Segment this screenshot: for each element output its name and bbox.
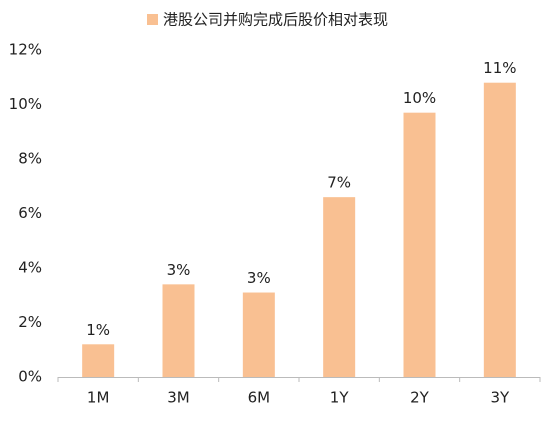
legend-label: 港股公司并购完成后股价相对表现 <box>163 11 388 29</box>
bar <box>82 344 115 377</box>
data-label: 11% <box>483 59 516 77</box>
x-tick-label: 3Y <box>490 389 510 407</box>
y-tick-label: 10% <box>9 95 42 113</box>
data-label: 7% <box>327 174 351 192</box>
data-label: 3% <box>247 269 271 287</box>
x-tick-label: 2Y <box>410 389 430 407</box>
data-label: 10% <box>403 89 436 107</box>
y-tick-label: 4% <box>18 259 42 277</box>
y-tick-label: 0% <box>18 368 42 386</box>
y-tick-label: 6% <box>18 204 42 222</box>
y-tick-label: 12% <box>9 41 42 59</box>
bar <box>242 292 275 377</box>
legend-swatch <box>147 14 158 25</box>
bar <box>403 112 436 378</box>
y-tick-label: 2% <box>18 313 42 331</box>
y-tick-label: 8% <box>18 150 42 168</box>
x-tick-label: 3M <box>167 389 190 407</box>
x-tick-label: 1Y <box>330 389 350 407</box>
bar <box>323 197 356 377</box>
data-label: 1% <box>86 321 110 339</box>
bar <box>483 82 516 377</box>
x-tick-label: 1M <box>87 389 110 407</box>
bar <box>162 284 195 377</box>
data-label: 3% <box>167 261 191 279</box>
x-tick-label: 6M <box>248 389 271 407</box>
